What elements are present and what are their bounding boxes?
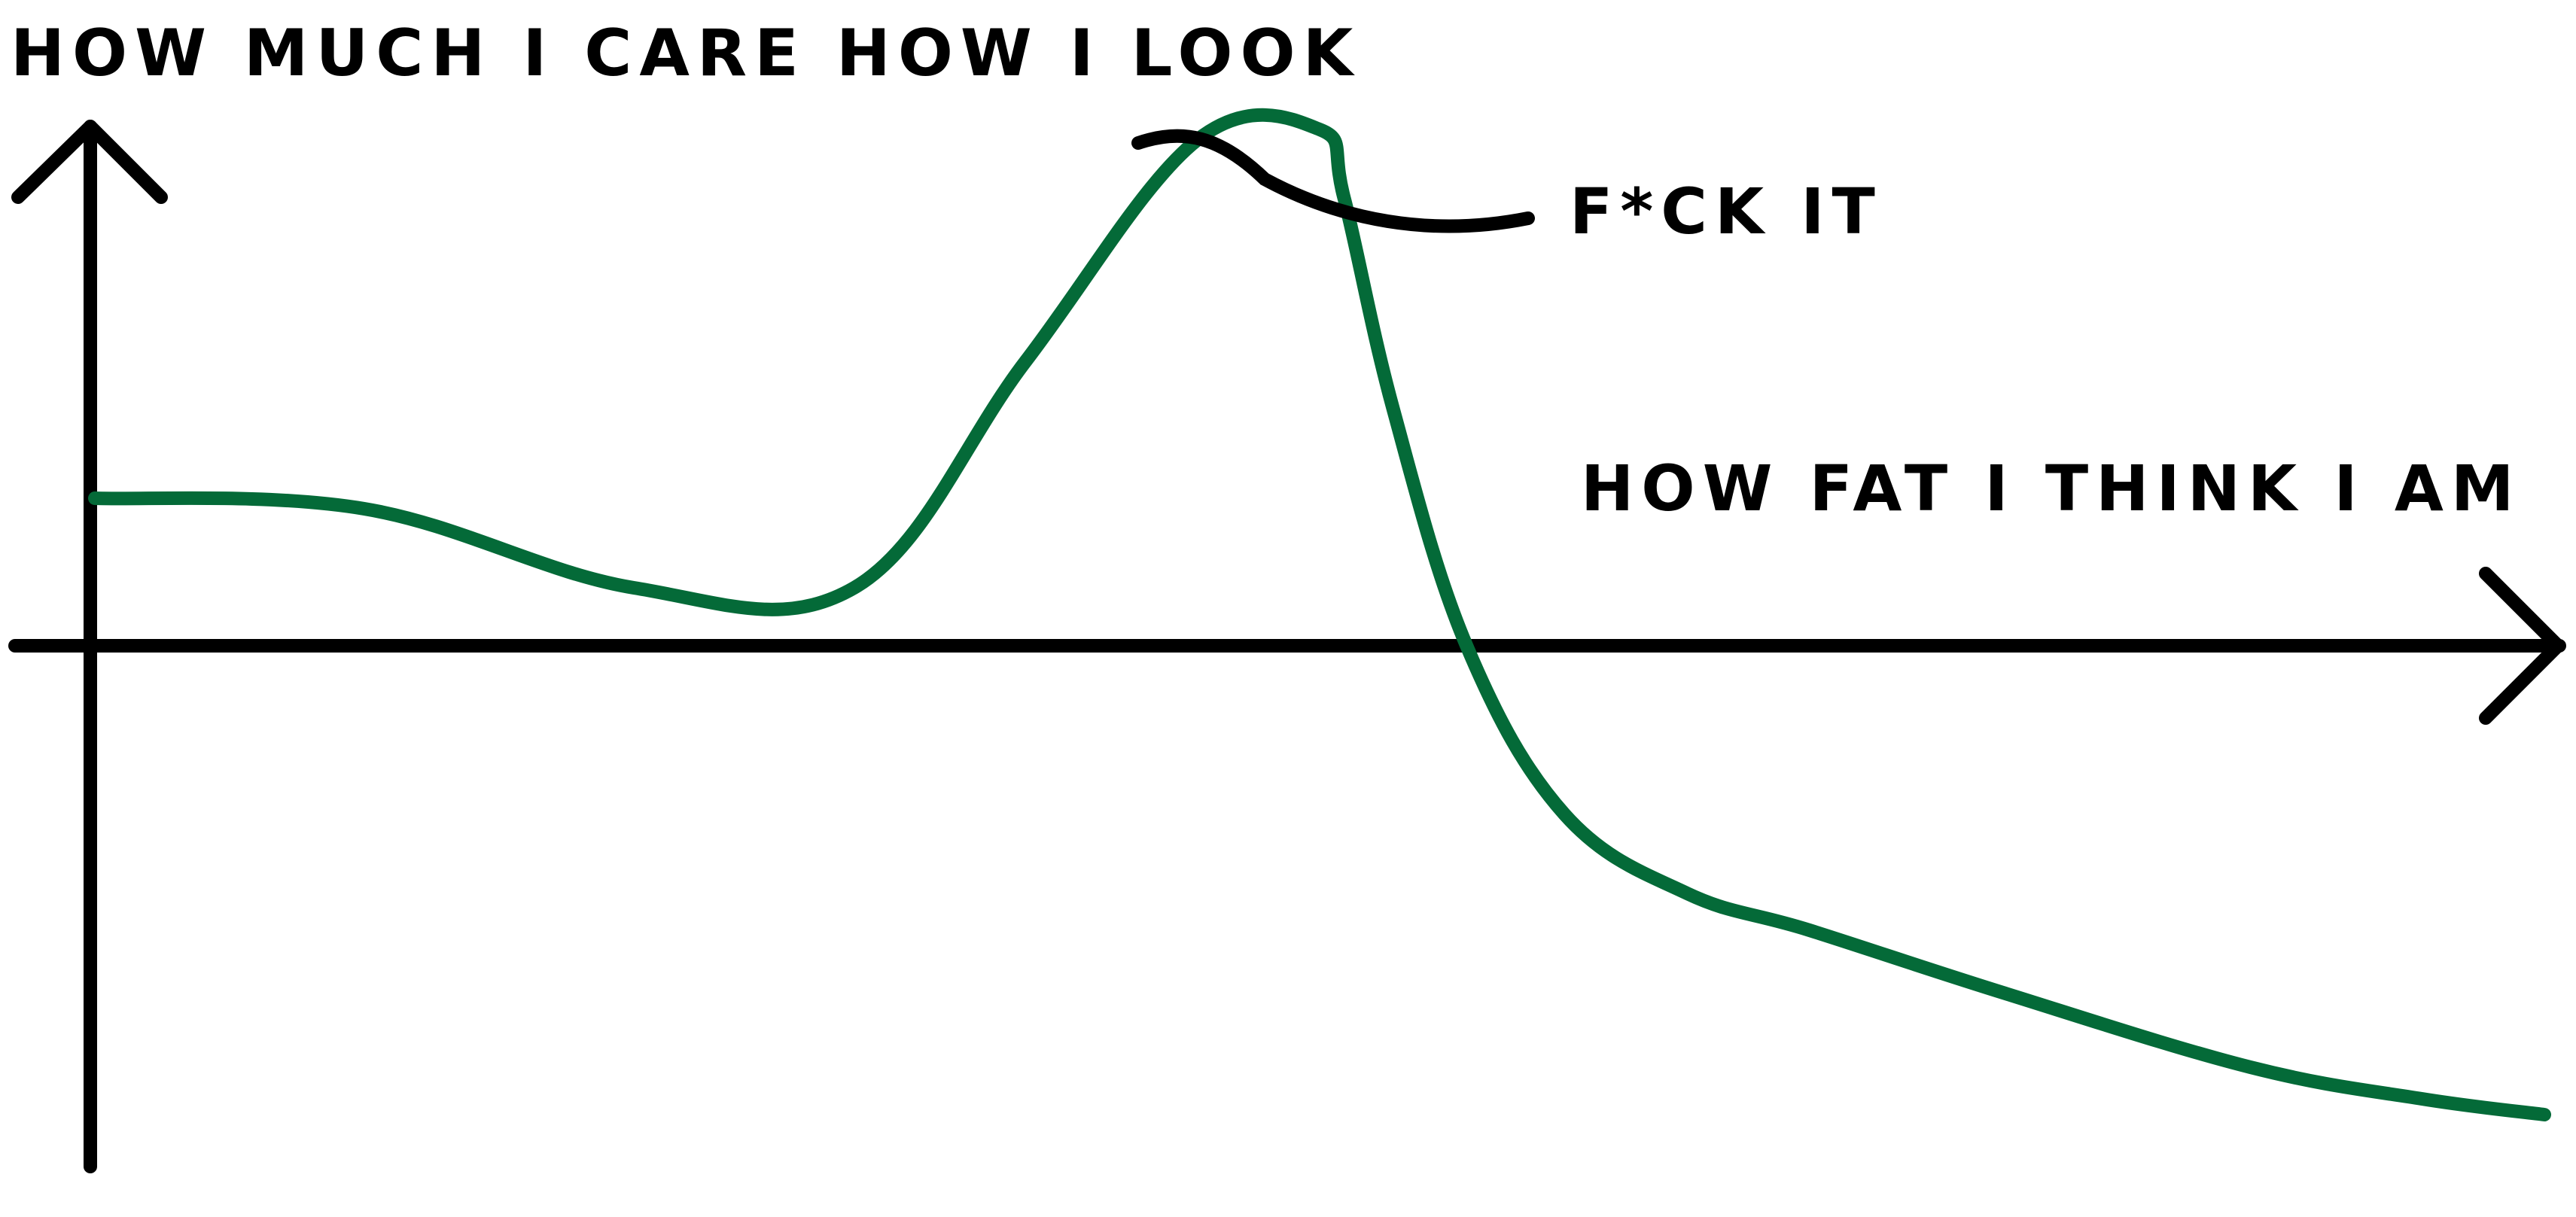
x-axis-arrowhead (2479, 567, 2565, 725)
annotation-pointer-line (1131, 129, 1535, 233)
annotation-label: F*CK IT (1570, 175, 1883, 248)
axes (8, 120, 2566, 1173)
y-axis-label: HOW MUCH I CARE HOW I LOOK (11, 16, 1360, 91)
y-axis-arrowhead (11, 120, 168, 204)
x-axis-label: HOW FAT I THINK I AM (1581, 452, 2521, 525)
series-layer (88, 108, 2551, 1121)
series-line-care (88, 108, 2551, 1121)
